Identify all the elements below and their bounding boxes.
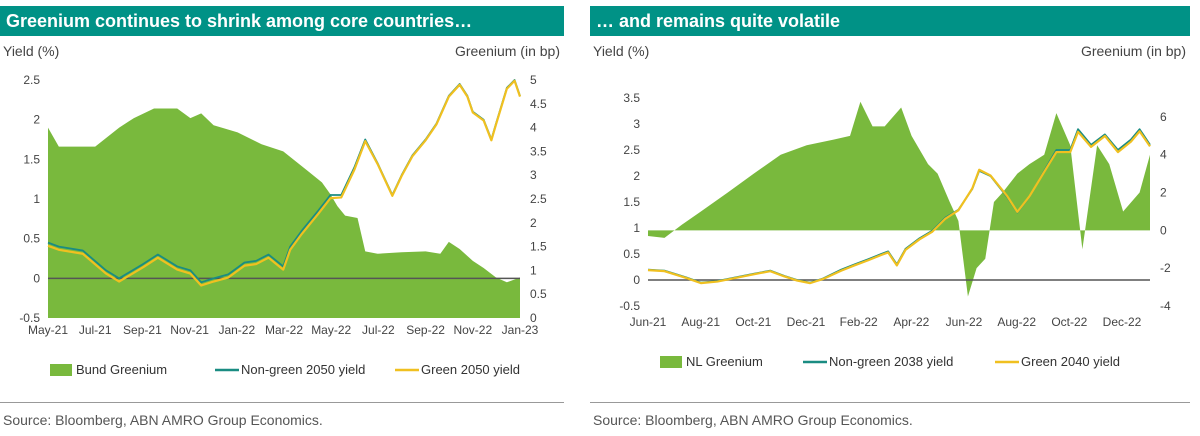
divider — [590, 402, 1190, 403]
legend-label: Green 2040 yield — [1021, 354, 1120, 369]
y2-tick-label: 1.5 — [530, 240, 547, 254]
right-chart-panel: … and remains quite volatile Yield (%) G… — [590, 0, 1190, 436]
y-tick-label: 3 — [633, 117, 640, 131]
legend-swatch — [660, 356, 682, 368]
x-tick-label: Jun-21 — [630, 315, 667, 329]
x-tick-label: Jul-21 — [79, 323, 112, 337]
y2-tick-label: 4.5 — [530, 97, 547, 111]
y2-tick-label: 0 — [1160, 223, 1167, 237]
y-tick-label: 2.5 — [623, 143, 640, 157]
y-tick-label: 1 — [633, 221, 640, 235]
y2-tick-label: 2.5 — [530, 192, 547, 206]
y-tick-label: 0.5 — [23, 232, 40, 246]
divider — [0, 402, 564, 403]
y2-tick-label: 1 — [530, 263, 537, 277]
y-tick-label: 0 — [633, 273, 640, 287]
y-tick-label: 2 — [633, 169, 640, 183]
x-tick-label: Dec-21 — [787, 315, 826, 329]
x-tick-label: Nov-22 — [453, 323, 492, 337]
y-tick-label: -0.5 — [19, 311, 40, 325]
chart-title: … and remains quite volatile — [590, 6, 1190, 36]
x-tick-label: Jan-23 — [502, 323, 539, 337]
greenium-area — [48, 108, 520, 318]
source-note: Source: Bloomberg, ABN AMRO Group Econom… — [593, 412, 913, 428]
x-tick-label: Jan-22 — [218, 323, 255, 337]
chart-title: Greenium continues to shrink among core … — [0, 6, 564, 36]
y2-tick-label: 3 — [530, 168, 537, 182]
legend-label: NL Greenium — [686, 354, 763, 369]
x-tick-label: Aug-22 — [997, 315, 1036, 329]
x-tick-label: Sep-22 — [406, 323, 445, 337]
y-tick-label: 0 — [33, 271, 40, 285]
x-tick-label: Oct-21 — [735, 315, 771, 329]
y2-tick-label: 0.5 — [530, 287, 547, 301]
y2-tick-label: 3.5 — [530, 144, 547, 158]
x-tick-label: Apr-22 — [893, 315, 929, 329]
y-axis-left-label: Yield (%) — [593, 43, 650, 59]
x-tick-label: Nov-21 — [170, 323, 209, 337]
left-chart-panel: Greenium continues to shrink among core … — [0, 0, 564, 436]
x-tick-label: May-22 — [311, 323, 351, 337]
legend-label: Green 2050 yield — [421, 362, 520, 377]
y2-tick-label: 4 — [1160, 148, 1167, 162]
x-tick-label: Dec-22 — [1103, 315, 1142, 329]
nl-greenium-chart: -0.5 0 0.5 1 1.5 2 2.5 3 3.5 -4 -2 0 2 4 6 Jun-21 Aug-21… — [619, 91, 1171, 369]
bund-greenium-chart: -0.5 0 0.5 1 1.5 2 2.5 0 0.5 1 1.5 2 2.5 3 3.5 4 4.5 5 May… — [19, 73, 547, 377]
y-tick-label: 1.5 — [623, 195, 640, 209]
legend-label: Non-green 2038 yield — [829, 354, 953, 369]
y2-tick-label: 6 — [1160, 110, 1167, 124]
y-axis-right-label: Greenium (in bp) — [1080, 43, 1186, 59]
x-tick-label: Sep-21 — [123, 323, 162, 337]
x-tick-label: Aug-21 — [681, 315, 720, 329]
y2-tick-label: 0 — [530, 311, 537, 325]
x-tick-label: Jun-22 — [946, 315, 983, 329]
y-tick-label: 2.5 — [23, 73, 40, 87]
source-note: Source: Bloomberg, ABN AMRO Group Econom… — [3, 412, 323, 428]
legend-label: Non-green 2050 yield — [241, 362, 365, 377]
greenium-area — [648, 101, 1150, 297]
x-tick-label: Feb-22 — [840, 315, 878, 329]
y2-tick-label: 5 — [530, 73, 537, 87]
y2-tick-label: -4 — [1160, 299, 1171, 313]
y-tick-label: 2 — [33, 113, 40, 127]
legend-swatch — [50, 364, 72, 376]
y-tick-label: 0.5 — [623, 247, 640, 261]
y-axis-right-label: Greenium (in bp) — [454, 43, 560, 59]
x-tick-label: Mar-22 — [265, 323, 303, 337]
x-tick-label: Oct-22 — [1051, 315, 1087, 329]
green-yield-line — [47, 79, 522, 287]
x-tick-label: Jul-22 — [362, 323, 395, 337]
y2-tick-label: 2 — [530, 216, 537, 230]
x-tick-label: May-21 — [28, 323, 68, 337]
y-tick-label: 1 — [33, 192, 40, 206]
green-yield-line — [647, 130, 1151, 285]
y-tick-label: -0.5 — [619, 299, 640, 313]
y-axis-left-label: Yield (%) — [3, 43, 60, 59]
y-tick-label: 1.5 — [23, 152, 40, 166]
y-tick-label: 3.5 — [623, 91, 640, 105]
y2-tick-label: 4 — [530, 121, 537, 135]
y2-tick-label: -2 — [1160, 261, 1171, 275]
y2-tick-label: 2 — [1160, 186, 1167, 200]
legend-label: Bund Greenium — [76, 362, 167, 377]
